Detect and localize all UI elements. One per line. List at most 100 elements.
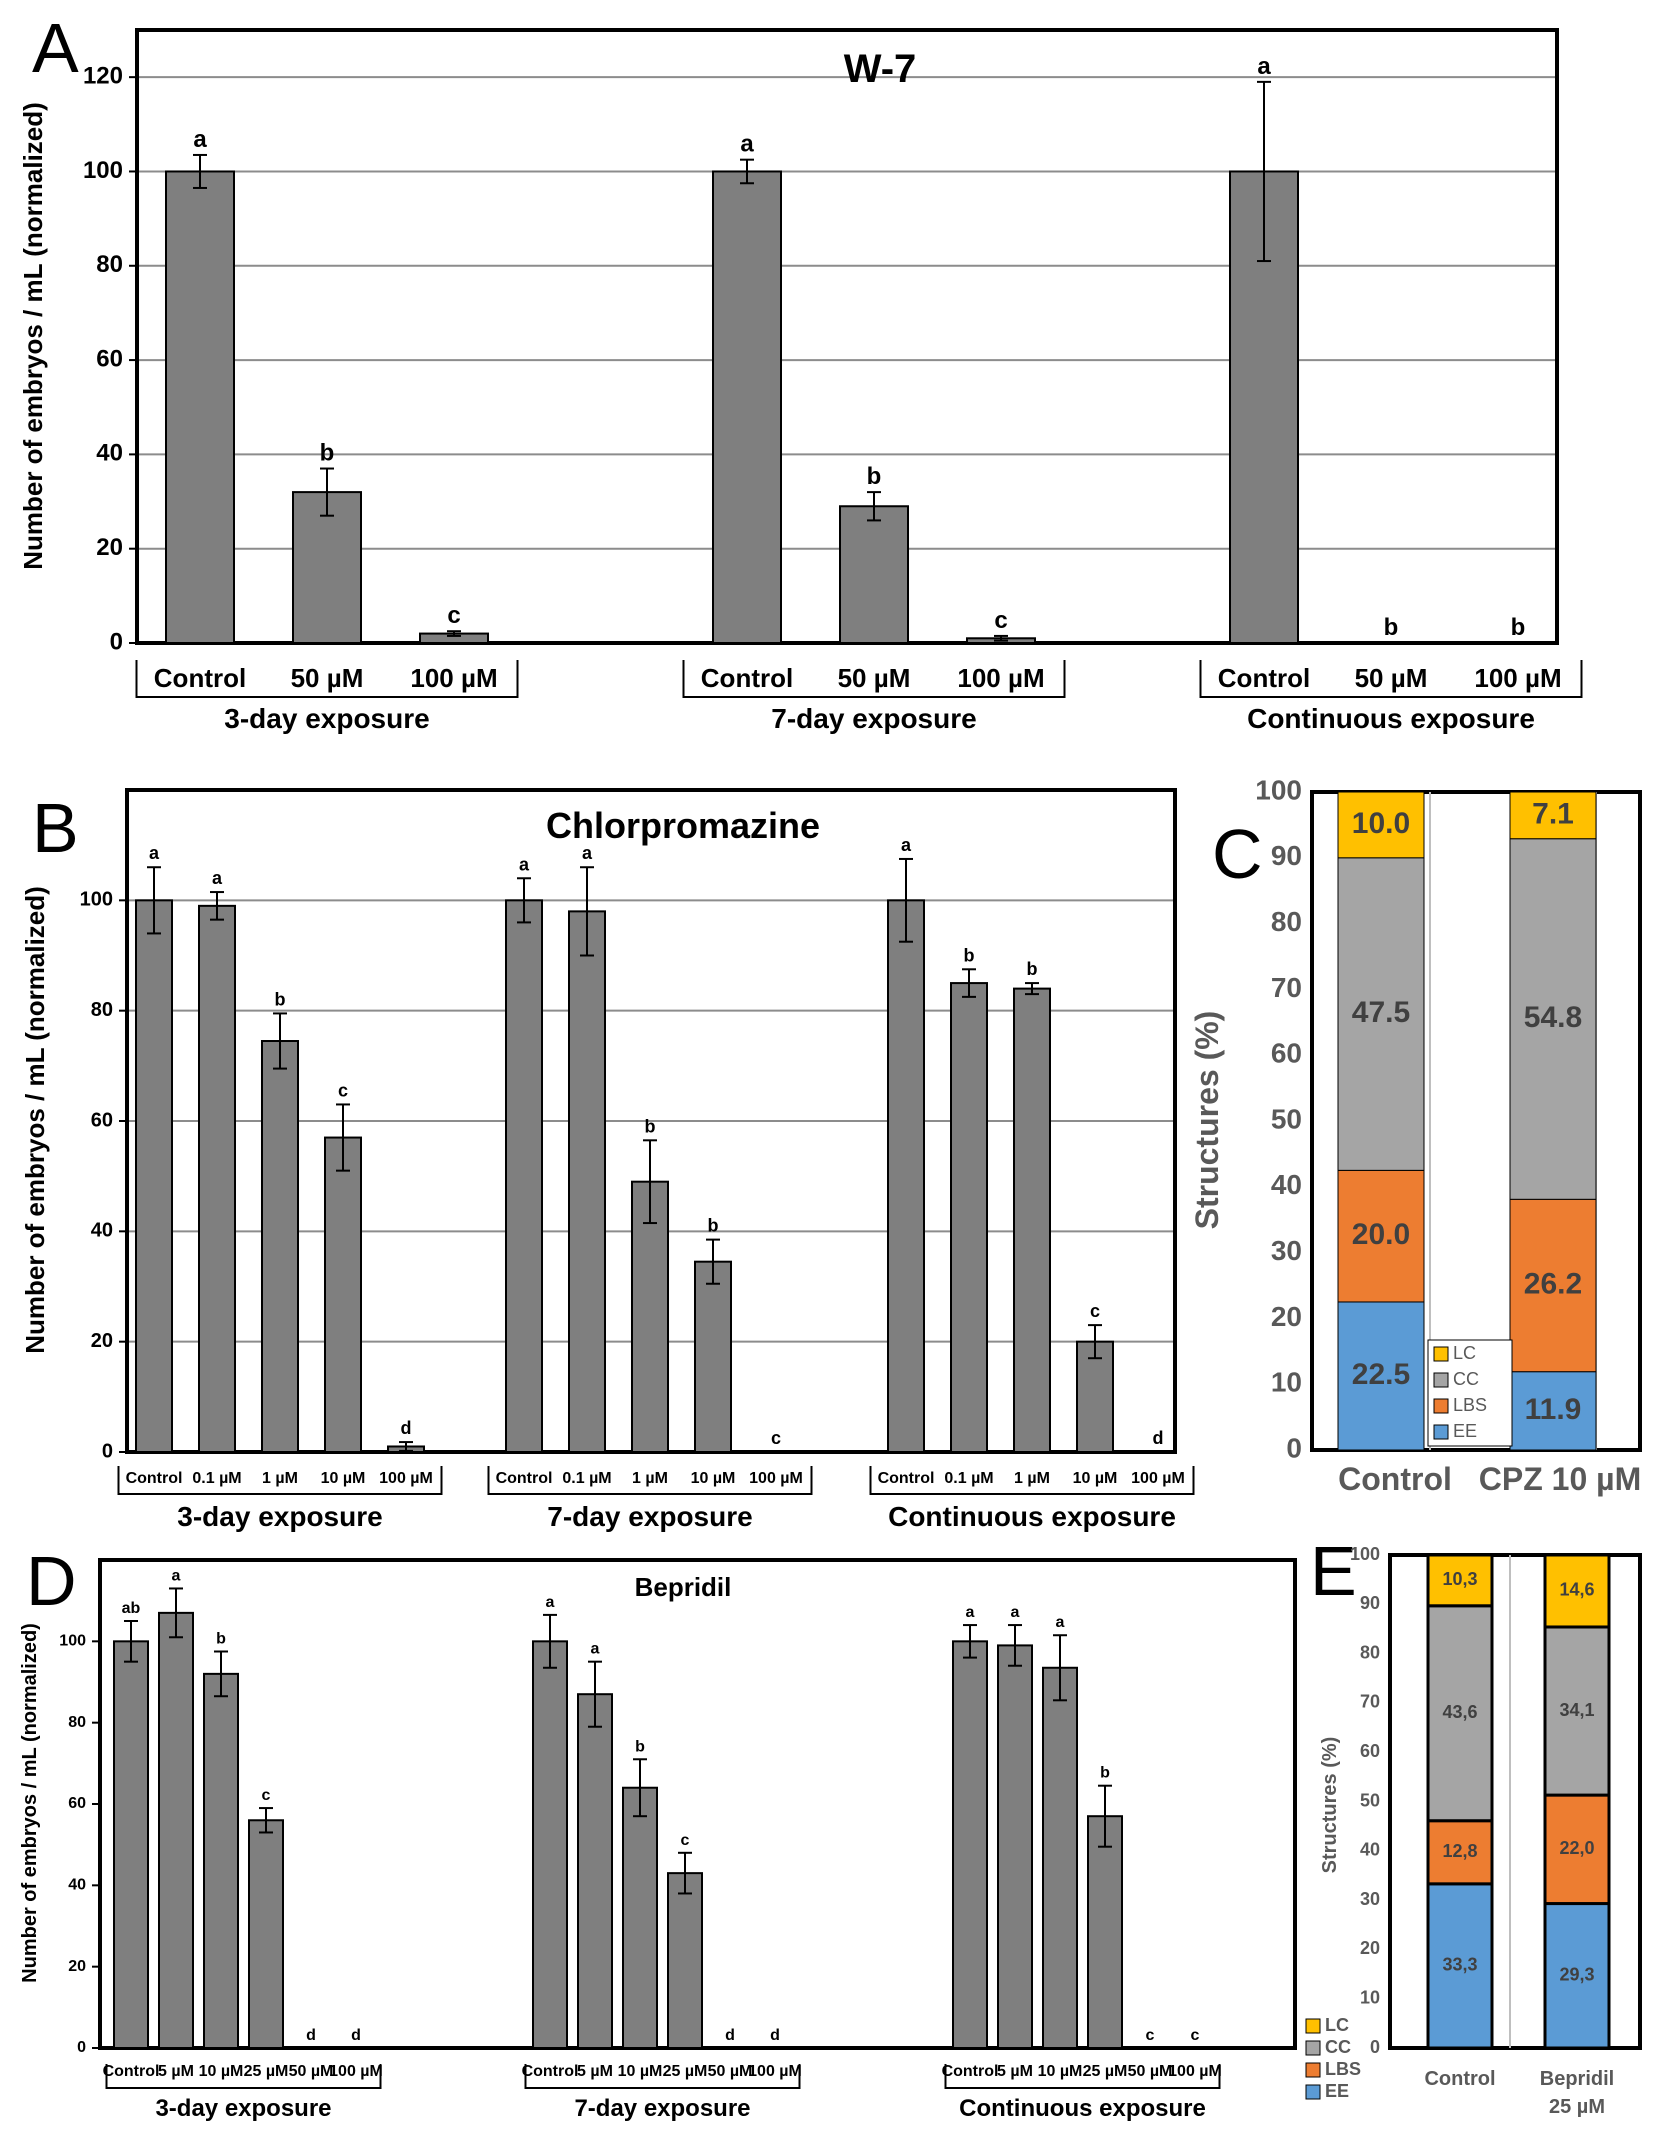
panel-c-segment-lc bbox=[1337, 791, 1425, 859]
panel-b-category-label: 10 µM bbox=[1073, 1470, 1118, 1487]
panel-e-ytick-label: 50 bbox=[1360, 1790, 1380, 1810]
panel-b-group-label: 3-day exposure bbox=[177, 1501, 382, 1532]
panel-d-group-label: 3-day exposure bbox=[155, 2095, 331, 2122]
panel-b-category-label: Control bbox=[878, 1470, 935, 1487]
panel-b-category-label: 10 µM bbox=[321, 1470, 366, 1487]
panel-e-segment-label: 29,3 bbox=[1559, 1965, 1594, 1985]
panel-c-ytick-label: 10 bbox=[1271, 1367, 1302, 1398]
panel-d-significance-letter: b bbox=[1100, 1765, 1110, 1782]
panel-e-chart: 0 10 20 30 40 50 60 70 80 90 100 Structures (%) 33,3… bbox=[1305, 1544, 1642, 2118]
panel-d-significance-letter: c bbox=[1191, 2027, 1200, 2044]
panel-d-bar bbox=[532, 1640, 568, 2050]
panel-a-significance-letter: a bbox=[193, 126, 207, 153]
panel-b-significance-letter: d bbox=[401, 1418, 412, 1438]
panel-a-group-label: 7-day exposure bbox=[771, 703, 976, 734]
panel-e-segment-label: 14,6 bbox=[1559, 1580, 1594, 1600]
panel-d-category-label: 50 µM bbox=[289, 2063, 334, 2080]
panel-a-title: W-7 bbox=[844, 47, 917, 91]
panel-d-category-label: 50 µM bbox=[708, 2063, 753, 2080]
panel-c-legend-label: CC bbox=[1453, 1369, 1479, 1389]
panel-e-segment-label: 34,1 bbox=[1559, 1700, 1594, 1720]
panel-c-legend-label: LC bbox=[1453, 1343, 1476, 1363]
panel-a-ytick-label: 60 bbox=[96, 345, 123, 372]
panel-d-category-label: 100 µM bbox=[1168, 2063, 1222, 2080]
panel-a-significance-letter: b bbox=[1511, 614, 1526, 641]
panel-d-group-bracket bbox=[105, 2064, 382, 2089]
panel-b-bar bbox=[135, 899, 173, 1453]
panel-b-bar bbox=[694, 1260, 732, 1454]
panel-b-title: Chlorpromazine bbox=[546, 805, 820, 846]
panel-b-y-label: Number of embryos / mL (normalized) bbox=[20, 886, 50, 1354]
panel-c-ytick-label: 50 bbox=[1271, 1103, 1302, 1134]
panel-b-category-label: 10 µM bbox=[691, 1470, 736, 1487]
panel-b-ytick-label: 0 bbox=[102, 1440, 113, 1462]
panel-a-category-label: Control bbox=[701, 663, 793, 693]
panel-letter-e: E bbox=[1310, 1532, 1357, 1610]
panel-e-segment-cc bbox=[1543, 1625, 1611, 1797]
panel-e-segment-label: 43,6 bbox=[1442, 1702, 1477, 1722]
panel-c-segment-cc bbox=[1337, 857, 1425, 1171]
panel-a-ytick-label: 120 bbox=[83, 62, 123, 89]
panel-a-y-label: Number of embryos / mL (normalized) bbox=[18, 102, 48, 570]
panel-e-segment-lc bbox=[1543, 1553, 1611, 1629]
panel-e-segment-label: 12,8 bbox=[1442, 1841, 1477, 1861]
panel-b-bar bbox=[1013, 987, 1051, 1453]
panel-a-category-label: 50 µM bbox=[838, 663, 911, 693]
panel-b-category-label: 100 µM bbox=[749, 1470, 803, 1487]
panel-b-significance-letter: b bbox=[708, 1216, 719, 1236]
panel-b-category-label: 0.1 µM bbox=[192, 1470, 241, 1487]
panel-d-significance-letter: d bbox=[725, 2027, 735, 2044]
panel-e-segment-ee bbox=[1426, 1882, 1494, 2050]
panel-a-group-label: Continuous exposure bbox=[1247, 703, 1535, 734]
panel-b-ytick-label: 60 bbox=[91, 1109, 113, 1131]
panel-b-significance-letter: a bbox=[582, 843, 593, 863]
panel-a-category-label: 50 µM bbox=[291, 663, 364, 693]
panel-d-category-label: 25 µM bbox=[244, 2063, 289, 2080]
panel-d-bar bbox=[113, 1640, 149, 2050]
panel-b-bar bbox=[568, 910, 606, 1453]
panel-letter-a: A bbox=[32, 9, 79, 87]
panel-c-segment-label: 11.9 bbox=[1525, 1393, 1582, 1426]
panel-e-legend-label: EE bbox=[1325, 2081, 1349, 2101]
panel-c-ytick-label: 70 bbox=[1271, 972, 1302, 1003]
panel-e-segment-lbs bbox=[1543, 1793, 1611, 1906]
panel-d-group-bracket bbox=[524, 2064, 801, 2089]
panel-c-chart: 0 10 20 30 40 50 60 70 80 90 100 Structures (%) 22.5… bbox=[1189, 774, 1642, 1497]
panel-letter-c: C bbox=[1212, 815, 1263, 893]
panel-a-significance-letter: a bbox=[740, 131, 754, 158]
panel-e-ytick-label: 90 bbox=[1360, 1593, 1380, 1613]
panel-d-significance-letter: a bbox=[172, 1567, 181, 1584]
panel-d-significance-letter: a bbox=[1011, 1604, 1020, 1621]
panel-a-ytick-label: 40 bbox=[96, 440, 123, 467]
panel-letter-d: D bbox=[26, 1542, 77, 1620]
panel-e-segment-ee bbox=[1543, 1902, 1611, 2050]
panel-b-significance-letter: c bbox=[338, 1080, 348, 1100]
panel-e-legend-swatch-lbs bbox=[1305, 2062, 1321, 2078]
panel-a-significance-letter: a bbox=[1257, 53, 1271, 80]
panel-d-significance-letter: c bbox=[1146, 2027, 1155, 2044]
panel-b-significance-letter: a bbox=[519, 854, 530, 874]
panel-e-segment-label: 10,3 bbox=[1442, 1569, 1477, 1589]
panel-c-ytick-label: 100 bbox=[1255, 774, 1302, 805]
panel-e-legend-label: CC bbox=[1325, 2037, 1351, 2057]
panel-e-legend-label: LBS bbox=[1325, 2059, 1361, 2079]
panel-e-ytick-label: 10 bbox=[1360, 1987, 1380, 2007]
panel-c-segment-label: 20.0 bbox=[1352, 1218, 1410, 1251]
panel-d-significance-letter: c bbox=[681, 1832, 690, 1849]
panel-e-ytick-label: 40 bbox=[1360, 1840, 1380, 1860]
panel-d-bar bbox=[158, 1611, 194, 2050]
panel-b-ytick-label: 80 bbox=[91, 999, 113, 1021]
panel-b-category-label: Control bbox=[496, 1470, 553, 1487]
panel-b-bar bbox=[261, 1040, 299, 1453]
panel-b-category-label: 100 µM bbox=[1131, 1470, 1185, 1487]
panel-c-ytick-label: 80 bbox=[1271, 906, 1302, 937]
panel-c-category-label: Control bbox=[1338, 1461, 1452, 1497]
panel-e-category-label: 25 µM bbox=[1549, 2096, 1605, 2118]
panel-c-ytick-label: 0 bbox=[1286, 1432, 1302, 1463]
panel-d-category-label: Control bbox=[522, 2063, 579, 2080]
panel-b-significance-letter: b bbox=[275, 989, 286, 1009]
panel-a-ytick-label: 20 bbox=[96, 534, 123, 561]
panel-c-plot-frame bbox=[1310, 790, 1642, 1452]
panel-a-category-label: Control bbox=[1218, 663, 1310, 693]
